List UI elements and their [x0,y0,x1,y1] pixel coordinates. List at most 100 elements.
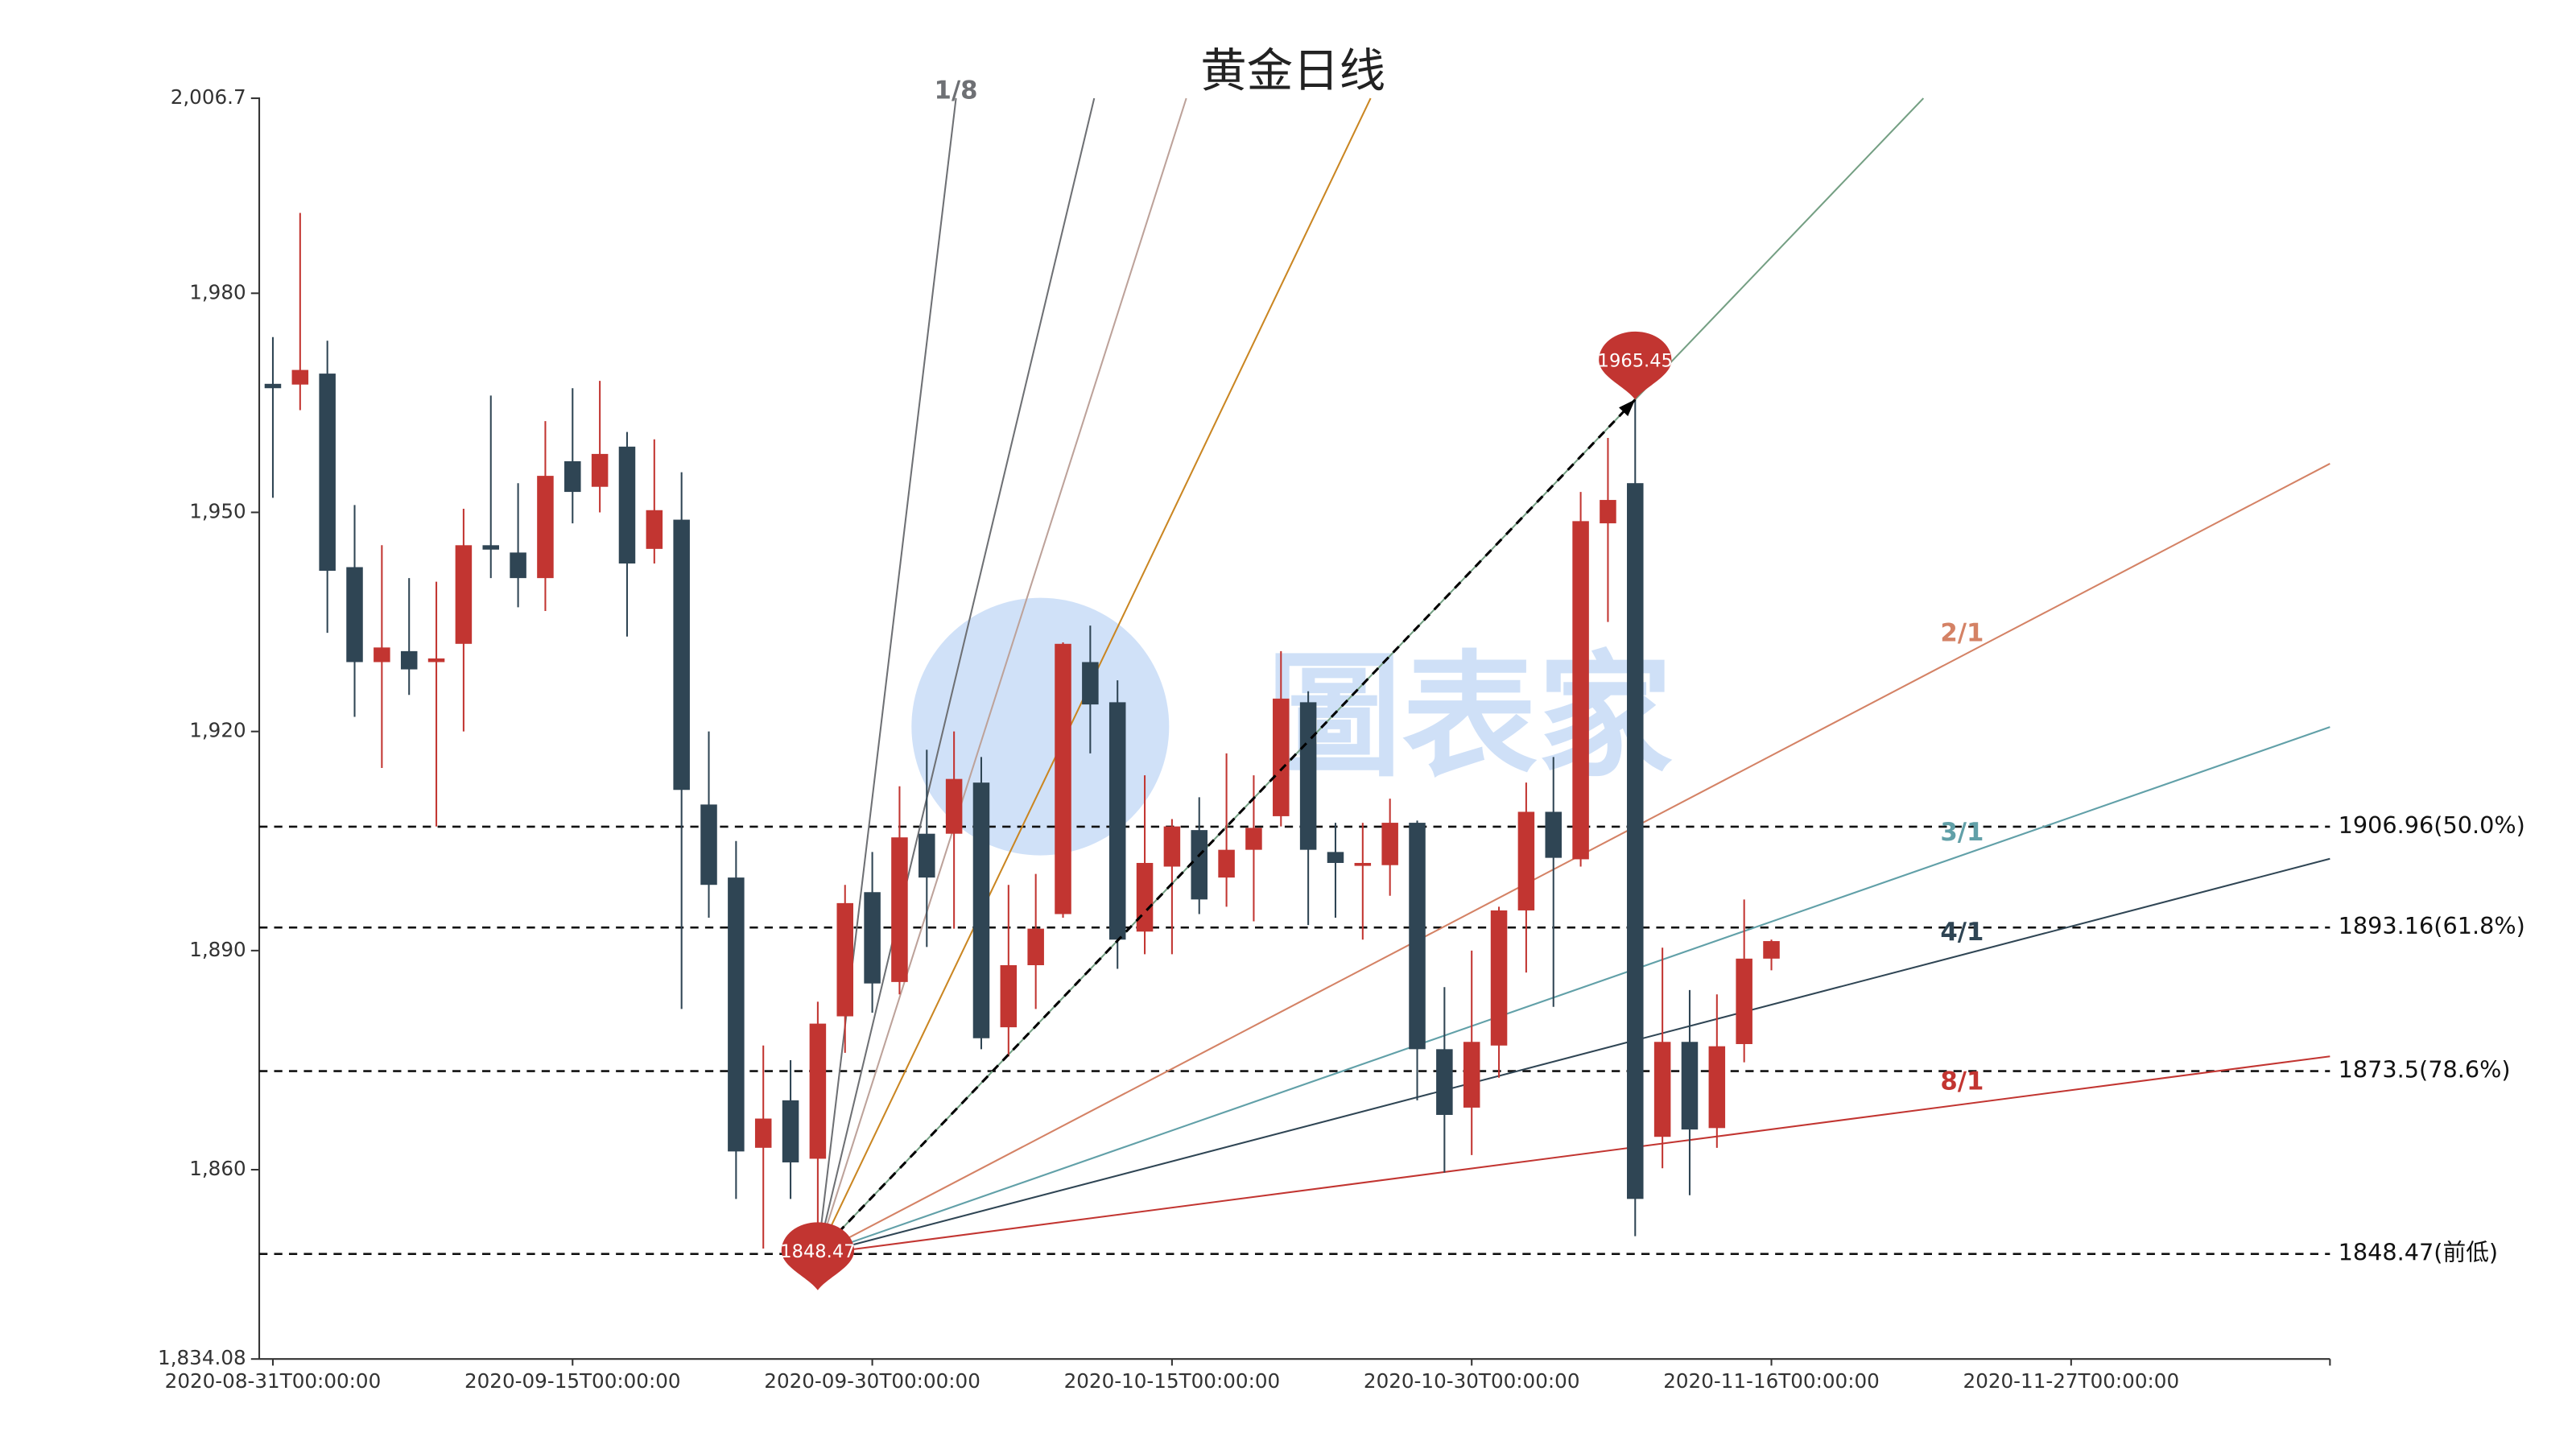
candle-body [264,383,282,389]
candle-body [1000,964,1018,1028]
x-tick-label: 2020-11-16T00:00:00 [1663,1369,1880,1393]
candle-body [618,446,636,564]
candle [809,1001,827,1254]
candle-body [482,545,499,550]
candle-body [510,552,526,579]
candle [400,578,418,696]
y-tick-label: 1,834.08 [158,1346,246,1369]
candle [1082,625,1099,753]
candle [1490,906,1508,1078]
y-tick-label: 2,006.7 [171,85,246,109]
candle [1708,994,1726,1148]
candle [264,336,282,498]
candle-body [1218,849,1235,878]
candle [291,213,309,411]
y-tick-label: 1,860 [189,1157,246,1180]
level-label: 1893.16(61.8%) [2339,912,2525,939]
candle-body [319,374,336,572]
candle-body [1681,1042,1699,1130]
candle [782,1059,799,1199]
candle-body [1245,828,1262,850]
candle [1354,823,1372,940]
candle-body [1055,643,1071,914]
candle [754,1045,772,1249]
candle [945,731,963,929]
fan-line [817,726,2330,1255]
candle [1409,820,1426,1100]
candle-body [1517,811,1535,910]
fan-line [816,97,957,1254]
candle-body [728,877,745,1152]
candle [564,388,581,524]
candle [1108,680,1126,969]
candle-body [1381,823,1398,865]
candle [1627,399,1644,1236]
candle [319,341,336,634]
candle [1136,775,1154,955]
candle [1653,947,1671,1169]
candle [891,786,908,995]
candle-body [374,647,390,663]
candle [1000,885,1018,1057]
candle-body [1627,483,1644,1199]
candle-body [1327,852,1344,863]
candle [1517,782,1535,973]
candle-body [1108,702,1126,940]
candle [1327,823,1344,919]
candle-body [537,476,554,579]
candle [618,431,636,637]
watermark-text: 圖表家 [1266,638,1673,795]
x-tick-label: 2020-09-15T00:00:00 [464,1369,681,1393]
candle [374,545,390,769]
level-label: 1906.96(50.0%) [2339,811,2525,839]
candle-body [1490,910,1508,1046]
candle [919,749,935,947]
marker-label: 1965.45 [1598,351,1673,372]
candle-body [400,650,418,670]
candle [427,581,445,827]
candle-body [1600,500,1616,524]
candle-body [564,460,581,493]
candle [1381,799,1398,896]
candle [673,472,690,1009]
candle [728,840,745,1199]
candle [1436,987,1453,1173]
candle-body [864,892,881,984]
candle-body [291,369,309,385]
candle [482,395,499,579]
candle [346,505,363,717]
candle-body [455,545,473,644]
candle-body [754,1118,772,1148]
candle-body [945,778,963,834]
marker-label: 1848.47 [780,1241,855,1262]
candle-body [1545,811,1562,858]
x-tick-label: 2020-08-31T00:00:00 [165,1369,382,1393]
candle-body [673,519,690,791]
candle-body [1708,1046,1726,1129]
candle-body [1027,928,1044,965]
candle [1218,753,1235,907]
y-tick-label: 1,890 [189,938,246,961]
x-tick-label: 2020-10-15T00:00:00 [1064,1369,1281,1393]
candle-body [1273,698,1290,816]
candle [537,421,554,611]
candle-body [1082,662,1099,705]
level-label: 1873.5(78.6%) [2339,1056,2511,1084]
candle-body [1436,1049,1453,1115]
candle-body [427,658,445,663]
fan-line [817,97,1925,1255]
candle [1055,642,1071,919]
fan-label: 4/1 [1940,918,1984,947]
candle [1572,492,1589,867]
candle [1027,873,1044,1009]
candle-body [1736,958,1752,1044]
candle [1681,989,1699,1195]
candle-body [891,837,908,982]
candle [1600,437,1616,622]
candle-body [700,804,717,886]
x-tick-label: 2020-10-30T00:00:00 [1364,1369,1580,1393]
fan-line [816,97,1096,1254]
candle-body [1163,826,1181,867]
candle-body [346,567,363,663]
